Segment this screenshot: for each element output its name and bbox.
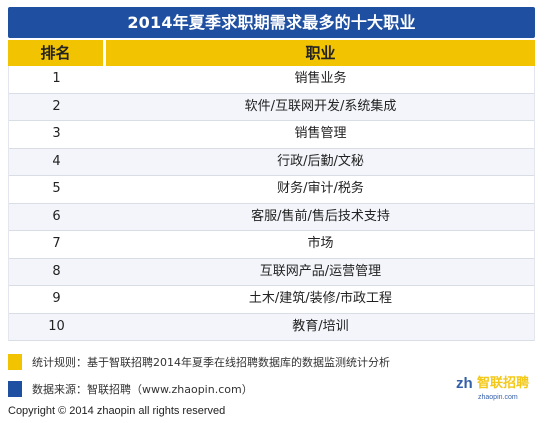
rank-cell: 1 xyxy=(52,71,61,86)
logo-sub: zhaopin.com xyxy=(478,394,518,401)
rank-cell: 2 xyxy=(52,98,61,114)
job-cell: 销售管理 xyxy=(294,126,347,141)
table-row: 7 市场 xyxy=(9,231,534,259)
job-cell: 软件/互联网开发/系统集成 xyxy=(244,98,397,114)
job-cell: 市场 xyxy=(307,236,334,251)
rank-cell: 7 xyxy=(52,236,61,251)
rule-note: 统计规则：基于智联招聘2014年夏季在线招聘数据库的数据监测统计分析 xyxy=(8,354,390,370)
job-cell: 客服/售前/售后技术支持 xyxy=(251,208,390,224)
ranking-table: 排名 职业 1 销售业务 2 软件/互联网开发/系统集成 3 销售管理 4 行政… xyxy=(8,40,535,341)
job-cell: 教育/培训 xyxy=(292,318,349,334)
table-header: 排名 职业 xyxy=(8,40,535,66)
source-text: 数据来源：智联招聘（www.zhaopin.com） xyxy=(32,383,253,396)
table-row: 1 销售业务 xyxy=(9,66,534,94)
rule-swatch xyxy=(8,354,22,370)
header-rank: 排名 xyxy=(8,40,103,66)
table-body: 1 销售业务 2 软件/互联网开发/系统集成 3 销售管理 4 行政/后勤/文秘… xyxy=(8,66,535,341)
table-row: 3 销售管理 xyxy=(9,121,534,149)
table-row: 10 教育/培训 xyxy=(9,313,534,341)
job-cell: 销售业务 xyxy=(294,71,347,86)
svg-text:zh: zh xyxy=(456,375,473,392)
table-row: 2 软件/互联网开发/系统集成 xyxy=(9,93,534,121)
rank-cell: 6 xyxy=(52,208,61,224)
header-job: 职业 xyxy=(106,40,535,66)
copyright-text: Copyright © 2014 zhaopin all rights rese… xyxy=(8,405,226,417)
table-row: 9 土木/建筑/装修/市政工程 xyxy=(9,286,534,314)
table-row: 5 财务/审计/税务 xyxy=(9,176,534,204)
job-cell: 行政/后勤/文秘 xyxy=(277,153,364,169)
rank-cell: 8 xyxy=(52,263,61,279)
rank-cell: 5 xyxy=(52,181,61,196)
job-cell: 土木/建筑/装修/市政工程 xyxy=(248,291,393,306)
table-row: 4 行政/后勤/文秘 xyxy=(9,148,534,176)
zhaopin-logo: zh 智联招聘 zhaopin.com xyxy=(456,375,529,401)
source-swatch xyxy=(8,381,22,397)
source-note: 数据来源：智联招聘（www.zhaopin.com） xyxy=(8,381,253,397)
rank-cell: 10 xyxy=(48,318,65,334)
rank-cell: 9 xyxy=(52,291,61,306)
rank-cell: 3 xyxy=(52,126,61,141)
page-title: 2014年夏季求职期需求最多的十大职业 xyxy=(8,7,535,38)
rank-cell: 4 xyxy=(52,153,61,169)
table-row: 6 客服/售前/售后技术支持 xyxy=(9,203,534,231)
logo-text: 智联招聘 xyxy=(477,375,529,391)
job-cell: 财务/审计/税务 xyxy=(277,181,364,196)
table-row: 8 互联网产品/运营管理 xyxy=(9,258,534,286)
rule-text: 统计规则：基于智联招聘2014年夏季在线招聘数据库的数据监测统计分析 xyxy=(32,356,390,369)
job-cell: 互联网产品/运营管理 xyxy=(259,263,382,279)
